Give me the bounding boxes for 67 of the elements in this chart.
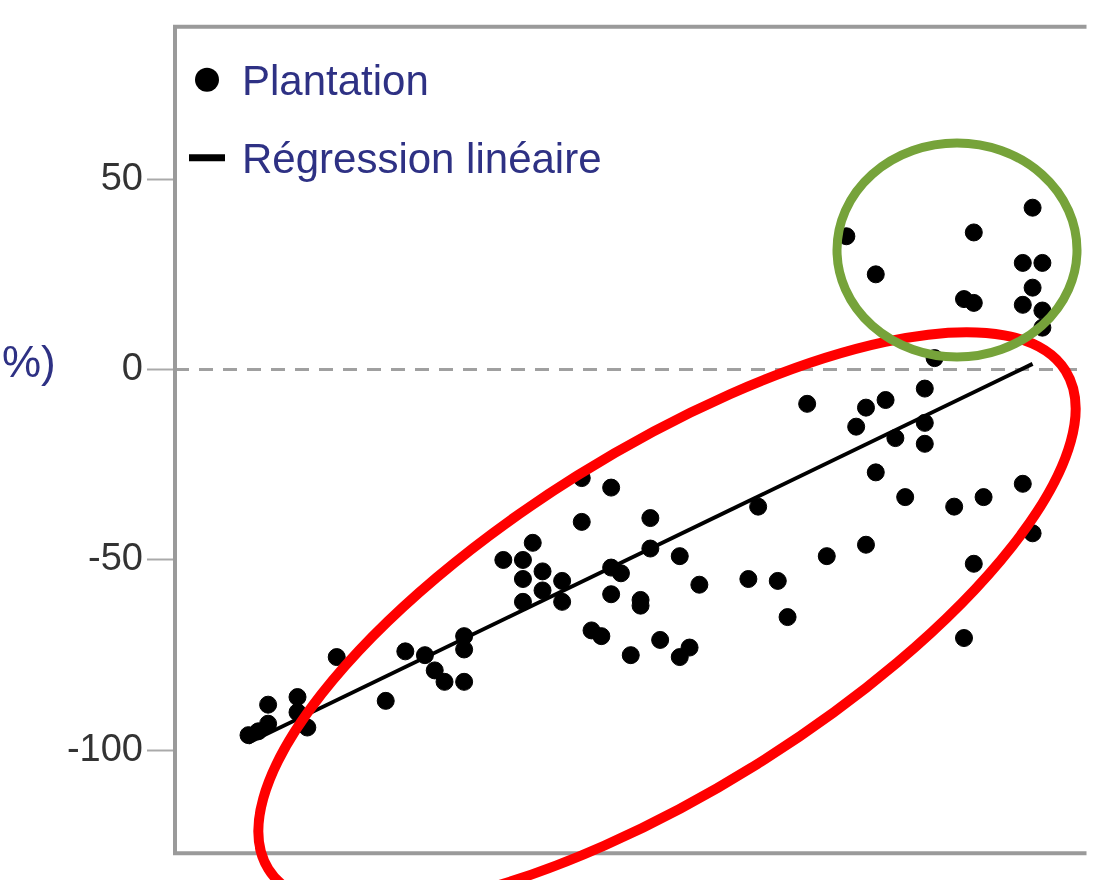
legend-label: Régression linéaire xyxy=(242,135,602,183)
point xyxy=(602,585,621,604)
point xyxy=(435,672,454,691)
point xyxy=(749,497,768,516)
point xyxy=(553,571,572,590)
point xyxy=(641,509,660,528)
point xyxy=(856,535,875,554)
point xyxy=(533,581,552,600)
legend-label: Plantation xyxy=(242,57,429,105)
point xyxy=(513,550,532,569)
point xyxy=(1013,474,1032,493)
point xyxy=(327,648,346,667)
point xyxy=(1023,198,1042,217)
y-tick-label: 0 xyxy=(121,346,143,389)
point xyxy=(915,379,934,398)
point xyxy=(259,714,278,733)
point xyxy=(288,688,307,707)
point xyxy=(396,642,415,661)
point xyxy=(964,554,983,573)
point xyxy=(651,630,670,649)
point xyxy=(425,661,444,680)
point xyxy=(1033,253,1052,272)
point xyxy=(680,638,699,657)
point xyxy=(513,592,532,611)
point xyxy=(494,550,513,569)
point xyxy=(1023,278,1042,297)
point xyxy=(866,463,885,482)
point xyxy=(856,398,875,417)
point xyxy=(376,691,395,710)
point xyxy=(778,608,797,627)
point xyxy=(876,391,895,410)
point xyxy=(1013,253,1032,272)
point xyxy=(415,646,434,665)
point xyxy=(974,488,993,507)
point xyxy=(641,539,660,558)
point xyxy=(915,434,934,453)
point xyxy=(690,575,709,594)
point xyxy=(670,547,689,566)
y-tick-label: -50 xyxy=(88,536,143,579)
y-tick-label: -100 xyxy=(66,726,143,769)
point xyxy=(847,417,866,436)
point xyxy=(455,672,474,691)
y-tick-label: 50 xyxy=(100,155,143,198)
point xyxy=(817,547,836,566)
point xyxy=(602,478,621,497)
point xyxy=(866,265,885,284)
point xyxy=(523,533,542,552)
y-axis-title: %) xyxy=(2,336,56,388)
point xyxy=(798,394,817,413)
point xyxy=(611,564,630,583)
point xyxy=(739,570,758,588)
point xyxy=(886,429,905,448)
point xyxy=(259,695,278,714)
point xyxy=(945,497,964,516)
point xyxy=(915,413,934,432)
point xyxy=(896,488,915,507)
point xyxy=(954,290,973,309)
point xyxy=(592,627,611,646)
point xyxy=(964,223,983,242)
point xyxy=(768,571,787,590)
point xyxy=(553,592,572,611)
point xyxy=(533,562,552,581)
point xyxy=(513,570,532,588)
point xyxy=(954,629,973,648)
point xyxy=(1013,295,1032,314)
point xyxy=(572,512,591,531)
point xyxy=(621,646,640,665)
